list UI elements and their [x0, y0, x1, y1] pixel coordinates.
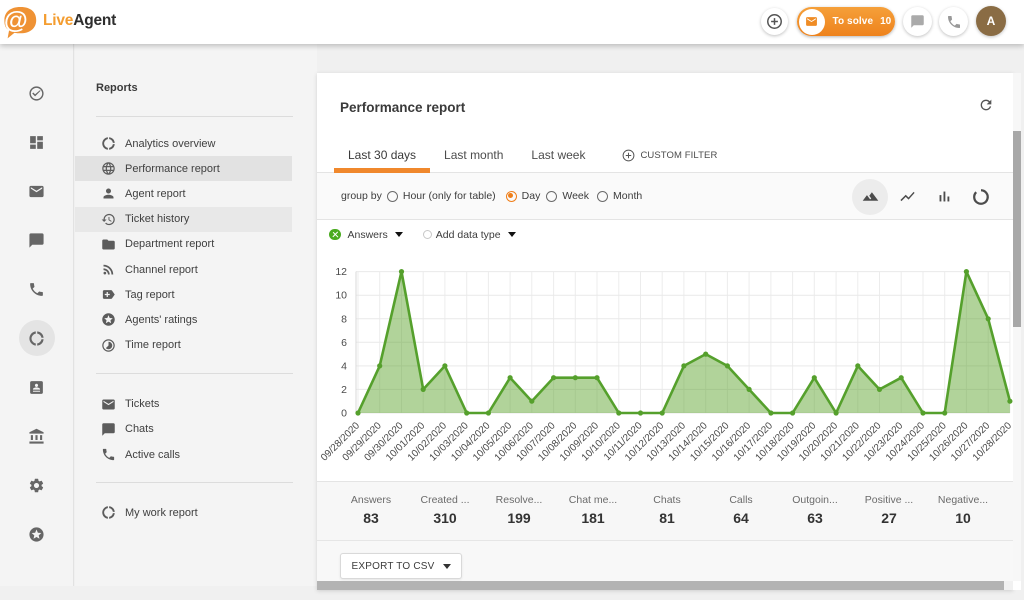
svg-text:8: 8 [341, 313, 347, 325]
svg-text:2: 2 [341, 384, 347, 396]
svg-text:12: 12 [335, 266, 347, 278]
svg-text:0: 0 [341, 408, 347, 420]
svg-text:6: 6 [341, 337, 347, 349]
svg-text:@: @ [4, 8, 28, 35]
svg-text:10: 10 [335, 290, 347, 302]
svg-text:4: 4 [341, 360, 347, 372]
